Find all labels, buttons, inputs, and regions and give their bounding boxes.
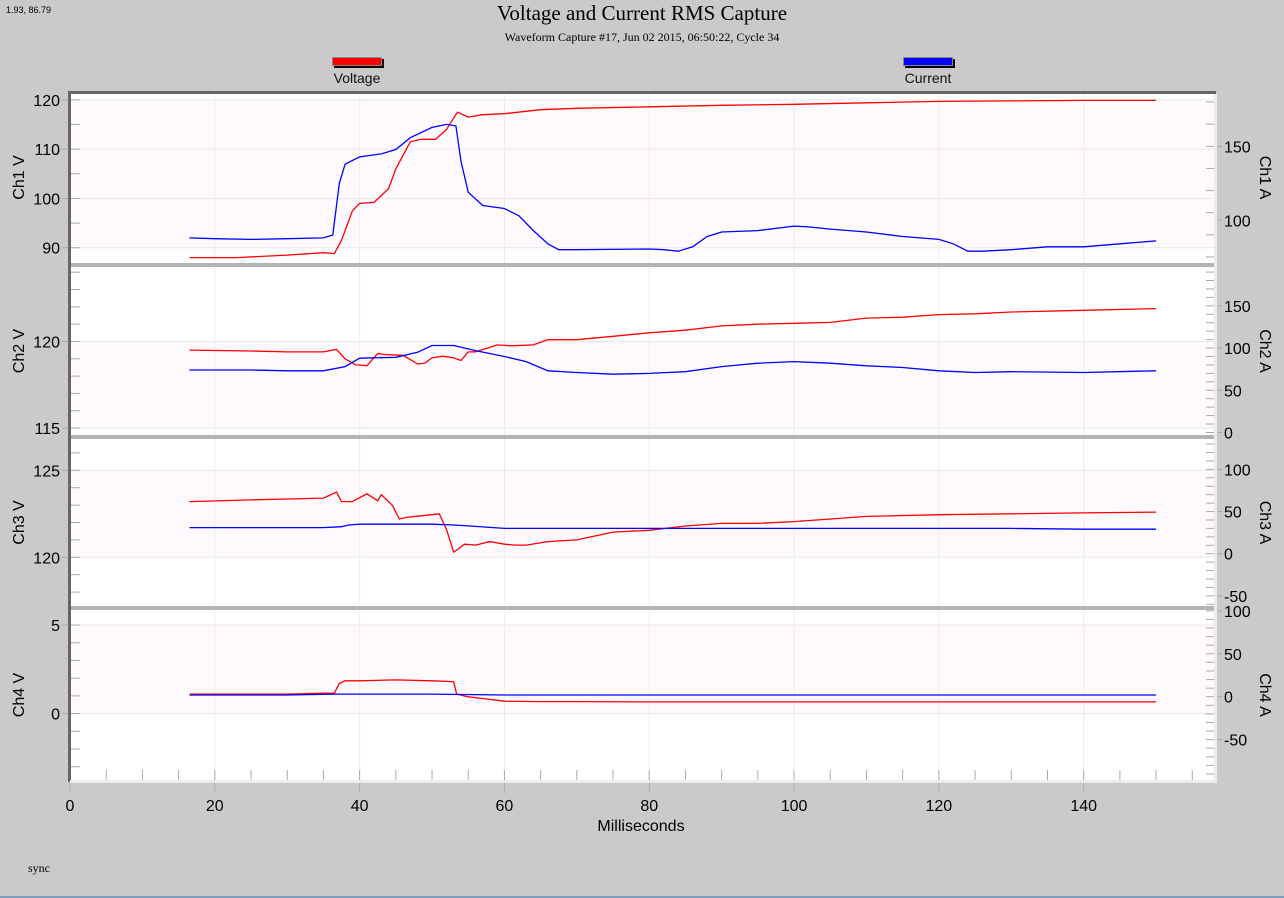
current-swatch-icon (903, 57, 953, 66)
y-right-tick-label: 0 (1224, 547, 1233, 564)
y-left-axis-title: Ch4 V (11, 672, 28, 717)
chart-title: Voltage and Current RMS Capture (496, 1, 788, 25)
chart-subtitle: Waveform Capture #17, Jun 02 2015, 06:50… (504, 30, 780, 44)
y-right-tick-label: 100 (1224, 213, 1251, 230)
y-left-axis-title: Ch2 V (11, 328, 28, 373)
y-right-axis-title: Ch1 A (1256, 156, 1273, 200)
voltage-trace-ch1 (189, 99, 1157, 259)
x-axis-title: Milliseconds (597, 818, 684, 835)
current-trace-ch2 (189, 344, 1157, 375)
y-right-tick-label: 100 (1224, 341, 1251, 358)
y-left-tick-label: 120 (33, 93, 60, 110)
y-right-tick-label: 100 (1224, 604, 1251, 621)
voltage-trace-ch3 (189, 491, 1157, 554)
y-right-axis-title: Ch2 A (1256, 329, 1273, 373)
window-bottom-border (0, 896, 1284, 898)
voltage-trace-ch2 (189, 307, 1157, 367)
y-right-tick-label: 150 (1224, 299, 1251, 316)
y-right-tick-label: 50 (1224, 383, 1242, 400)
voltage-swatch-icon (332, 57, 382, 66)
voltage-trace-ch4 (189, 679, 1157, 703)
panel-band (70, 99, 1214, 248)
legend-voltage[interactable]: Voltage (318, 57, 396, 86)
y-right-tick-label: 0 (1224, 690, 1233, 707)
y-left-tick-label: 5 (51, 618, 60, 635)
panel-ch4[interactable]: 0 5 -50 0 50 100 Ch4 V Ch4 A (11, 604, 1273, 780)
y-right-tick-label: -50 (1224, 589, 1247, 606)
x-tick-label: 40 (351, 798, 369, 815)
panel-separator[interactable] (70, 435, 1216, 439)
y-right-tick-label: 150 (1224, 140, 1251, 157)
sync-status: sync (28, 861, 50, 875)
x-tick-label: 80 (640, 798, 658, 815)
plot-left-border (68, 92, 71, 782)
y-left-tick-label: 110 (34, 142, 60, 159)
y-left-tick-label: 100 (33, 191, 60, 208)
y-right-tick-label: -50 (1224, 733, 1247, 750)
current-trace-ch1 (189, 123, 1157, 252)
x-tick-label: 140 (1070, 798, 1097, 815)
panel-separator[interactable] (70, 263, 1216, 267)
y-right-tick-label: 50 (1224, 505, 1242, 522)
current-trace-ch4 (189, 693, 1157, 696)
panel-ch2[interactable]: 115 120 0 50 100 150 Ch2 V Ch2 A (11, 267, 1273, 442)
y-left-tick-label: 120 (33, 334, 60, 351)
x-tick-label: 20 (206, 798, 224, 815)
panel-band (70, 625, 1214, 714)
y-right-tick-label: 0 (1224, 425, 1233, 442)
y-left-tick-label: 0 (51, 707, 60, 724)
y-right-axis-title: Ch4 A (1256, 673, 1273, 717)
x-tick-label: 60 (496, 798, 514, 815)
panel-ch1[interactable]: 90 100 110 120 100 150 Ch1 V Ch1 A (11, 92, 1273, 267)
y-left-tick-label: 125 (33, 463, 60, 480)
plot-right-border (1214, 94, 1217, 783)
y-left-axis-title: Ch3 V (11, 500, 28, 545)
panel-ch3[interactable]: 120 125 -50 0 50 100 Ch3 V Ch3 A (11, 439, 1273, 610)
x-tick-label: 100 (781, 798, 808, 815)
legend-current-label: Current (904, 70, 952, 86)
plot-bottom-border (70, 780, 1216, 783)
y-left-tick-label: 120 (33, 550, 60, 567)
legend-current[interactable]: Current (889, 57, 967, 86)
y-left-tick-label: 90 (42, 241, 60, 258)
plot-top-border (68, 91, 1216, 94)
y-right-axis-title: Ch3 A (1256, 501, 1273, 545)
x-tick-label: 120 (926, 798, 953, 815)
x-tick-label: 0 (66, 798, 75, 815)
legend-voltage-label: Voltage (333, 70, 381, 86)
panel-band (70, 341, 1214, 429)
current-trace-ch3 (189, 523, 1157, 530)
cursor-coordinates: 1.93, 86.79 (6, 5, 52, 15)
y-right-tick-label: 50 (1224, 647, 1242, 664)
y-left-axis-title: Ch1 V (11, 155, 28, 200)
y-right-tick-label: 100 (1224, 462, 1251, 479)
y-left-tick-label: 115 (34, 421, 60, 438)
panel-separator[interactable] (70, 606, 1216, 610)
